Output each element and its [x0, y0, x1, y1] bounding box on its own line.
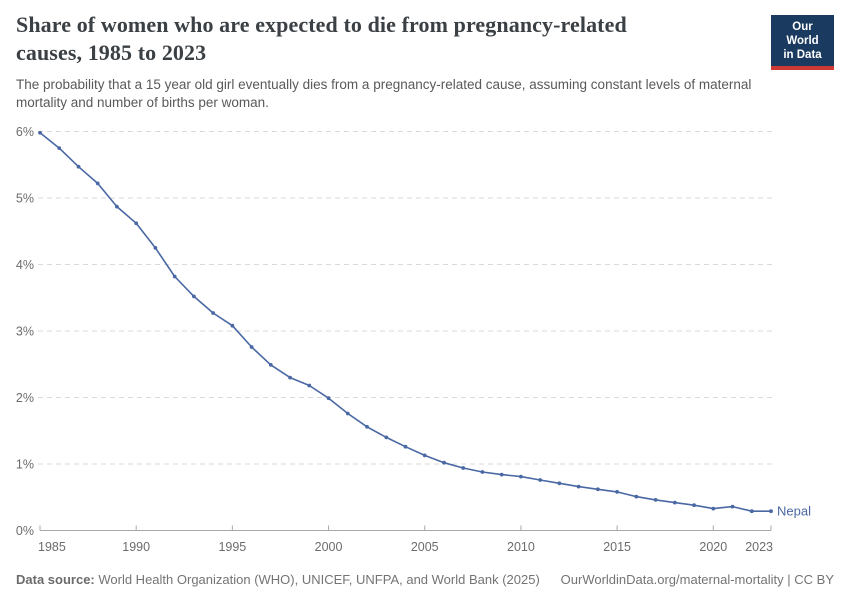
data-point-2020[interactable]: [711, 506, 716, 511]
data-point-2021[interactable]: [730, 504, 735, 509]
y-tick-label-4%: 4%: [16, 258, 34, 272]
data-point-1994[interactable]: [211, 311, 216, 315]
data-point-2007[interactable]: [461, 466, 466, 470]
x-tick-label-1985: 1985: [38, 540, 66, 554]
data-point-2015[interactable]: [615, 490, 619, 494]
series-line-nepal: [39, 132, 772, 512]
data-point-2023[interactable]: [769, 509, 773, 514]
y-tick-label-1%: 1%: [16, 458, 34, 472]
data-point-1986[interactable]: [57, 146, 62, 151]
data-point-1985[interactable]: [38, 130, 42, 135]
data-point-1991[interactable]: [153, 246, 158, 250]
x-tick-label-2005: 2005: [411, 540, 439, 554]
page-title: Share of women who are expected to die f…: [16, 12, 627, 65]
y-tick-label-5%: 5%: [16, 192, 34, 206]
data-point-1993[interactable]: [192, 294, 196, 299]
citation-link[interactable]: OurWorldinData.org/maternal-mortality | …: [560, 572, 834, 587]
data-point-2010[interactable]: [519, 474, 523, 479]
data-point-2012[interactable]: [557, 481, 562, 486]
data-point-1992[interactable]: [172, 274, 177, 279]
data-point-1988[interactable]: [95, 181, 100, 186]
data-point-1999[interactable]: [307, 383, 312, 388]
data-point-1996[interactable]: [249, 345, 254, 349]
data-point-2001[interactable]: [345, 411, 350, 416]
data-point-1989[interactable]: [115, 204, 119, 209]
data-point-2022[interactable]: [749, 509, 754, 514]
data-point-2009[interactable]: [499, 472, 504, 477]
x-tick-label-2020: 2020: [699, 540, 727, 554]
data-point-2016[interactable]: [634, 494, 639, 499]
y-tick-label-2%: 2%: [16, 391, 34, 405]
data-point-1998[interactable]: [288, 375, 292, 380]
data-point-2014[interactable]: [596, 487, 600, 492]
data-point-2004[interactable]: [403, 444, 408, 449]
data-point-2005[interactable]: [422, 453, 427, 458]
data-point-1987[interactable]: [76, 164, 81, 169]
x-tick-label-1990: 1990: [122, 540, 150, 554]
x-tick-label-2015: 2015: [603, 540, 631, 554]
data-point-2008[interactable]: [480, 470, 485, 474]
data-point-1990[interactable]: [134, 221, 139, 226]
chart-subtitle: The probability that a 15 year old girl …: [16, 77, 752, 110]
data-point-2017[interactable]: [653, 498, 658, 502]
data-point-2003[interactable]: [384, 435, 389, 440]
data-point-2000[interactable]: [326, 396, 331, 401]
data-point-2013[interactable]: [576, 484, 581, 489]
data-point-2002[interactable]: [365, 424, 369, 429]
data-source-note: Data source: World Health Organization (…: [16, 572, 540, 587]
owid-logo: Our World in Data: [771, 15, 834, 70]
owid-logo-line1: Our World: [786, 21, 819, 47]
data-point-2006[interactable]: [442, 460, 446, 465]
y-tick-label-6%: 6%: [16, 125, 34, 139]
data-source-label: Data source:: [16, 572, 95, 587]
data-point-2018[interactable]: [672, 500, 677, 505]
series-end-label[interactable]: Nepal: [777, 504, 811, 519]
data-point-2019[interactable]: [692, 503, 696, 508]
owid-logo-line2: in Data: [783, 49, 822, 61]
y-tick-label-3%: 3%: [16, 325, 34, 339]
data-point-2011[interactable]: [538, 478, 543, 482]
x-tick-label-1995: 1995: [218, 540, 246, 554]
data-point-1997[interactable]: [268, 363, 273, 367]
data-source-text: World Health Organization (WHO), UNICEF,…: [94, 572, 540, 587]
data-point-1995[interactable]: [230, 323, 235, 328]
x-tick-label-2010: 2010: [507, 540, 535, 554]
y-tick-label-0%: 0%: [16, 524, 34, 538]
x-tick-label-2000: 2000: [315, 540, 343, 554]
x-tick-label-2023: 2023: [745, 540, 773, 554]
